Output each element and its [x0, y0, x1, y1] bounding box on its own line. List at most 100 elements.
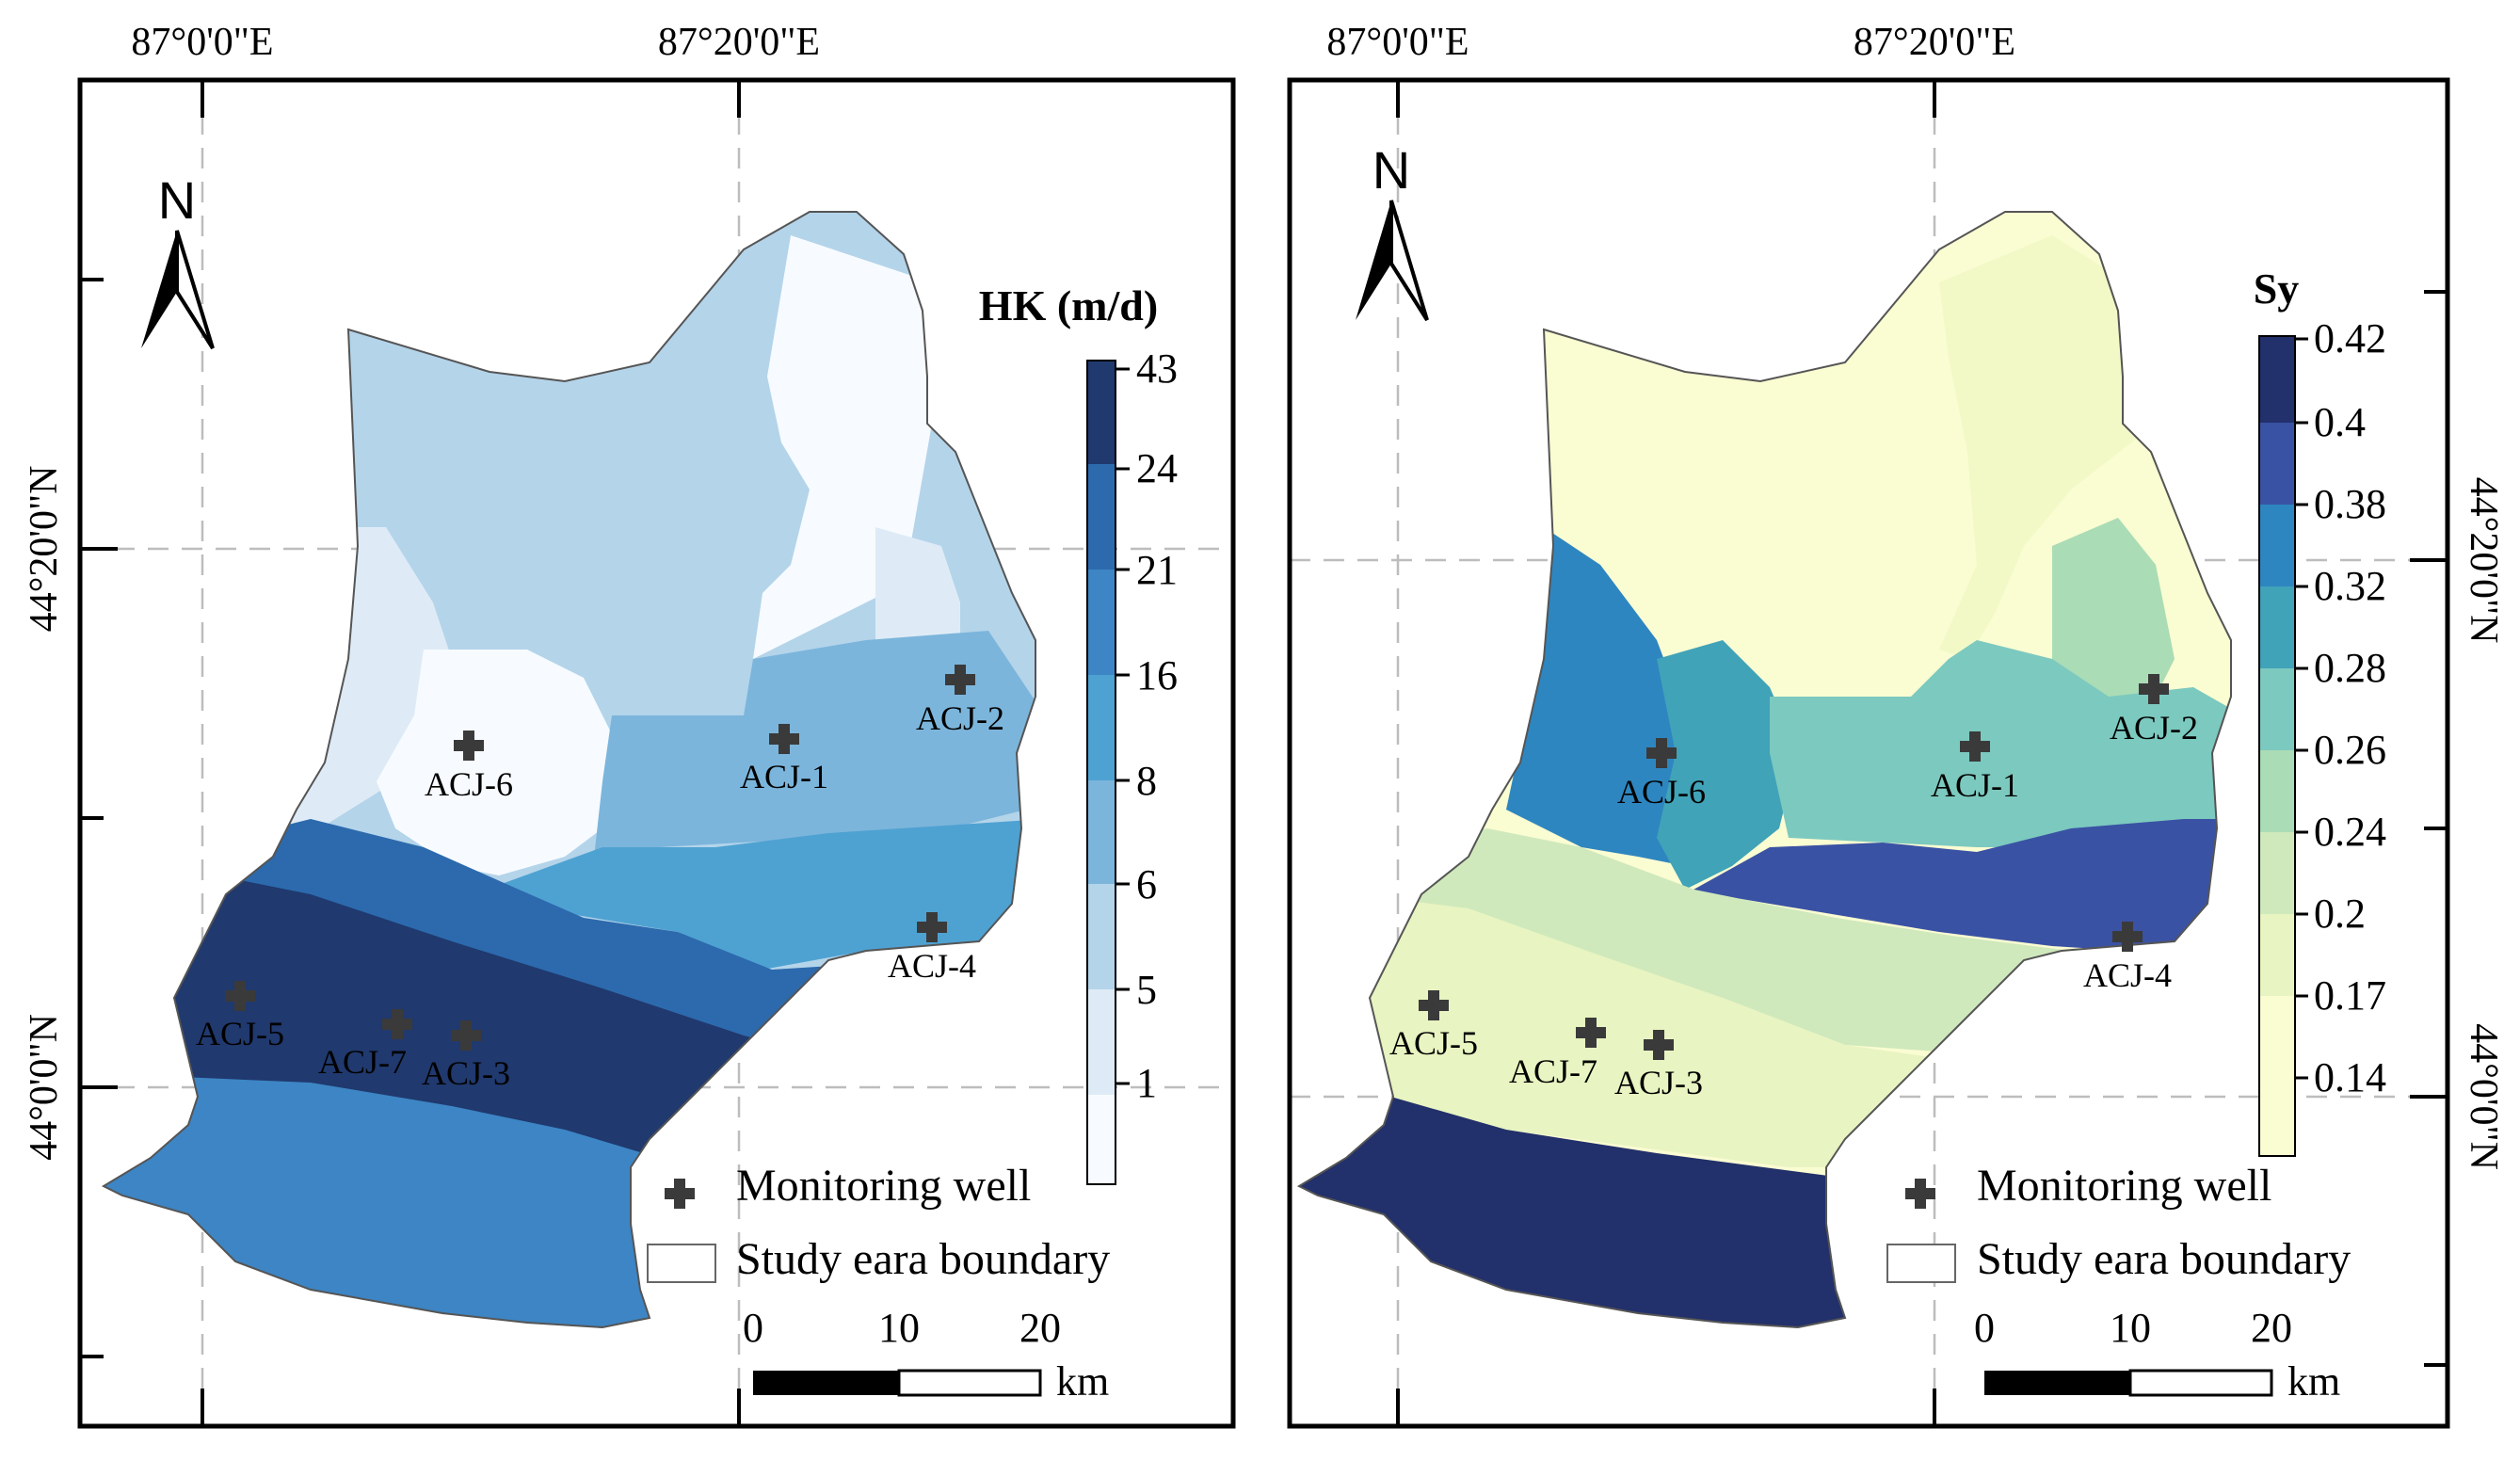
sy-zone-0-32-0-38 — [1506, 527, 1694, 866]
left-north-arrow-icon: N — [141, 170, 215, 350]
scale-unit: km — [1056, 1358, 1109, 1405]
well-marker — [769, 724, 799, 754]
hk-legend-tick: 8 — [1136, 758, 1157, 804]
well-label: ACJ-4 — [888, 947, 976, 985]
sy-zone-0-2-0-24 — [1384, 828, 2165, 1054]
hk-legend-swatch — [1087, 675, 1116, 780]
hk-legend-tick: 6 — [1136, 861, 1157, 907]
hk-legend-tick: 43 — [1136, 345, 1178, 392]
left-scale-bar: 0 10 20 km — [743, 1305, 1109, 1405]
hk-zone-1-5-west — [282, 527, 452, 847]
sy-zone-0-17-0-2 — [1299, 899, 1977, 1167]
hk-legend-swatch — [1087, 361, 1116, 464]
sy-legend-tick: 0.4 — [2314, 399, 2366, 445]
scale-tick: 20 — [2251, 1305, 2292, 1351]
well-marker — [1644, 1030, 1674, 1060]
hk-legend-tick: 21 — [1136, 547, 1178, 593]
well-marker — [917, 912, 947, 942]
sy-legend-swatch — [2259, 996, 2295, 1156]
hk-legend-tick: 16 — [1136, 652, 1178, 698]
well-marker — [945, 665, 975, 695]
sy-zone-0-26-0-28 — [1770, 640, 2231, 847]
sy-zone-0-14-0-17 — [1939, 235, 2156, 659]
left-map-legend: Monitoring well Study eara boundary — [647, 1161, 1110, 1284]
sy-legend-swatch — [2259, 505, 2295, 586]
right-map-frame — [1287, 77, 2450, 1429]
sy-legend-swatch — [2259, 914, 2295, 996]
right-legend-title: Sy — [2254, 265, 2300, 313]
hk-zone-24-43 — [113, 875, 781, 1167]
well-label: ACJ-5 — [1389, 1024, 1478, 1062]
boundary-legend-swatch — [1886, 1244, 1956, 1283]
right-map-panel: 87°0'0"E 87°20'0"E 44°20'0"N 44°0'0"N N … — [1287, 21, 2505, 1429]
well-label: ACJ-4 — [2083, 956, 2172, 994]
left-monitoring-well-label: Monitoring well — [736, 1161, 1031, 1211]
well-label: ACJ-2 — [2110, 709, 2198, 747]
left-hk-legend: HK (m/d) 43 24 21 16 8 6 5 1 — [979, 281, 1178, 1185]
hk-legend-swatch — [1087, 989, 1116, 1095]
right-scale-bar: 0 10 20 km — [1974, 1305, 2340, 1405]
well-label: ACJ-1 — [1931, 766, 2019, 804]
well-label: ACJ-7 — [318, 1043, 407, 1081]
left-lon-label-87-0: 87°0'0"E — [131, 21, 273, 64]
right-frame-ticks — [1396, 80, 2448, 1426]
well-label: ACJ-3 — [422, 1054, 510, 1092]
hk-zone-16-21 — [217, 819, 847, 1045]
well-marker — [2139, 674, 2169, 704]
hk-legend-swatch — [1087, 884, 1116, 989]
left-boundary-label: Study eara boundary — [736, 1234, 1110, 1284]
well-marker — [451, 1020, 481, 1051]
sy-legend-swatch — [2259, 586, 2295, 668]
sy-legend-tick: 0.38 — [2314, 481, 2386, 527]
right-map-legend: Monitoring well Study eara boundary — [1886, 1161, 2351, 1284]
right-lon-label-87-20: 87°20'0"E — [1854, 21, 2015, 64]
hk-legend-tick: 5 — [1136, 967, 1157, 1013]
scale-unit: km — [2287, 1358, 2340, 1405]
sy-legend-tick: 0.14 — [2314, 1054, 2386, 1100]
well-marker — [454, 730, 484, 761]
hk-legend-tick: 24 — [1136, 445, 1178, 491]
well-label: ACJ-5 — [196, 1015, 284, 1052]
right-lat-label-44-20: 44°20'0"N — [2462, 477, 2505, 644]
hk-legend-swatch — [1087, 570, 1116, 675]
hk-legend-swatch — [1087, 1095, 1116, 1184]
sy-legend-swatch — [2259, 668, 2295, 750]
sy-legend-tick: 0.42 — [2314, 315, 2386, 361]
left-frame-ticks — [80, 80, 741, 1426]
sy-legend-swatch — [2259, 423, 2295, 505]
scale-tick: 0 — [1974, 1305, 1995, 1351]
well-label: ACJ-6 — [425, 765, 513, 803]
left-monitoring-wells: ACJ-1 ACJ-2 ACJ-3 ACJ-4 ACJ-5 ACJ-6 ACJ-… — [196, 665, 1004, 1092]
sy-legend-tick: 0.28 — [2314, 645, 2386, 691]
well-marker — [1576, 1018, 1606, 1048]
sy-legend-tick: 0.24 — [2314, 809, 2386, 855]
hk-zone-6-8 — [593, 631, 1035, 866]
well-label: ACJ-7 — [1509, 1052, 1597, 1090]
well-marker — [382, 1009, 412, 1039]
right-sy-legend: Sy 0.42 0.4 0.38 0.32 0.28 0.26 — [2254, 265, 2386, 1157]
hk-zone-under-1-center — [377, 650, 612, 875]
well-label: ACJ-1 — [740, 758, 828, 795]
hk-legend-swatch — [1087, 464, 1116, 570]
left-lon-label-87-20: 87°20'0"E — [658, 21, 820, 64]
well-marker — [1646, 738, 1677, 768]
hk-zone-8-16 — [499, 819, 1035, 970]
well-marker — [225, 981, 255, 1011]
well-marker — [1960, 731, 1990, 762]
sy-legend-swatch — [2259, 832, 2295, 914]
scale-tick: 10 — [2110, 1305, 2151, 1351]
well-marker — [2112, 922, 2143, 952]
right-monitoring-wells: ACJ-1 ACJ-2 ACJ-3 ACJ-4 ACJ-5 ACJ-6 ACJ-… — [1389, 674, 2198, 1101]
sy-legend-border — [2258, 335, 2296, 1157]
left-map-frame — [77, 77, 1236, 1429]
monitoring-well-legend-icon — [1905, 1179, 1935, 1209]
left-north-label: N — [158, 170, 196, 230]
left-lat-label-44-0: 44°0'0"N — [23, 1014, 66, 1161]
sy-legend-swatch — [2259, 750, 2295, 832]
hk-legend-border — [1086, 360, 1116, 1185]
sy-zone-0-24-0-26 — [2052, 518, 2175, 715]
right-north-label: N — [1372, 140, 1410, 200]
sy-zone-0-28-0-32 — [1657, 640, 1798, 890]
monitoring-well-legend-icon — [665, 1179, 695, 1209]
